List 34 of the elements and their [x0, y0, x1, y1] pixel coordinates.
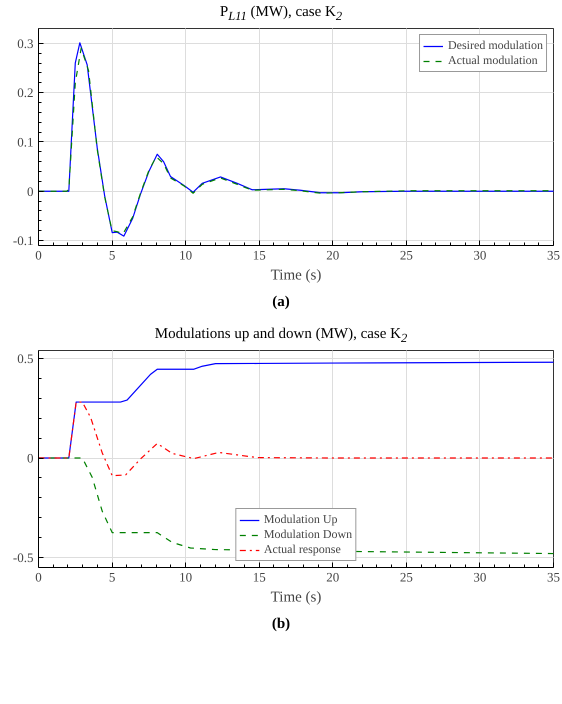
y-tick-label: -0.1: [12, 233, 34, 248]
legend-label: Modulation Up: [264, 512, 338, 527]
y-tick-label: 0: [27, 184, 34, 199]
x-tick-label: 10: [179, 570, 192, 584]
y-tick-label: 0.1: [17, 134, 34, 150]
text: (b): [270, 615, 292, 634]
x-axis-title: Time (s): [270, 268, 322, 284]
x-tick-label: 15: [252, 570, 266, 584]
legend-label: Modulation Down: [264, 527, 352, 542]
legend-label: Desired modulation: [448, 38, 543, 53]
y-tick-label: 0.2: [17, 85, 34, 100]
y-tick-label: -0.5: [12, 550, 34, 566]
chart-title: Modulations up and down (MW), case K$_{2}$: [154, 325, 408, 347]
x-tick-label: 30: [473, 570, 486, 584]
line-series: [38, 401, 554, 476]
x-tick-label: 25: [400, 248, 413, 262]
x-tick-label: 15: [252, 248, 266, 262]
x-tick-label: 5: [108, 570, 116, 584]
legend-label: Actual modulation: [448, 53, 538, 68]
chart-title: P$_{L11}$ (MW), case K$_{2}$: [218, 3, 344, 25]
x-axis-title: Time (s): [270, 590, 322, 606]
x-tick-label: 35: [547, 570, 560, 584]
y-tick-label: 0.3: [17, 36, 34, 51]
y-tick-label: 0: [27, 450, 34, 466]
text: (a): [271, 293, 291, 312]
x-tick-label: 30: [473, 248, 486, 262]
x-tick-label: 35: [547, 248, 560, 262]
x-tick-label: 5: [108, 248, 116, 262]
x-tick-label: 10: [179, 248, 192, 262]
x-tick-label: 20: [326, 248, 340, 262]
y-tick-label: 0.5: [17, 350, 34, 366]
x-tick-label: 25: [400, 570, 413, 584]
x-tick-label: 20: [326, 570, 340, 584]
legend-label: Actual response: [264, 542, 341, 557]
